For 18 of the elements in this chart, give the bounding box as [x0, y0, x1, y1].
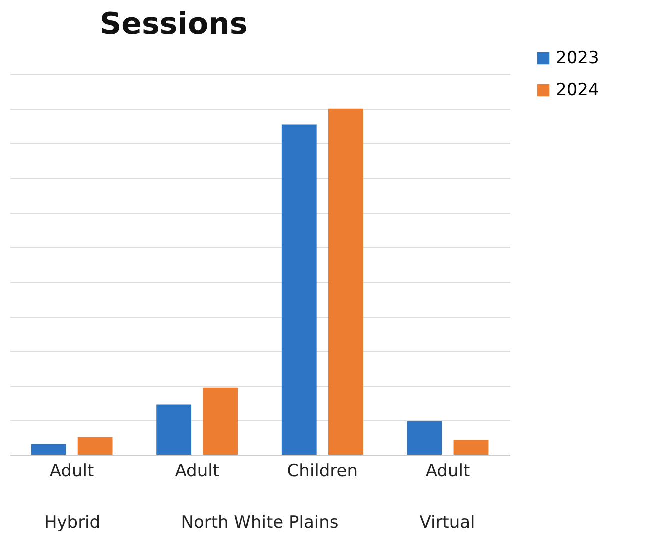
- legend-label: 2024: [556, 80, 600, 100]
- bar: [203, 388, 238, 455]
- x-tick-label: Children: [287, 462, 358, 482]
- text: Virtual: [420, 513, 476, 533]
- legend-label: 2023: [556, 48, 600, 68]
- bar: [454, 440, 489, 455]
- text: Hybrid: [44, 513, 101, 533]
- x-tick-label: Adult: [50, 462, 94, 482]
- bar: [282, 124, 317, 455]
- x-tick-label: Adult: [175, 462, 220, 482]
- text: North White Plains: [181, 513, 339, 533]
- bar: [31, 444, 66, 455]
- bar: [328, 108, 364, 455]
- x-tick-label: Adult: [426, 462, 470, 482]
- bar: [407, 421, 442, 455]
- bar: [78, 437, 113, 455]
- chart-title: Sessions: [100, 7, 248, 42]
- bar: [156, 404, 192, 455]
